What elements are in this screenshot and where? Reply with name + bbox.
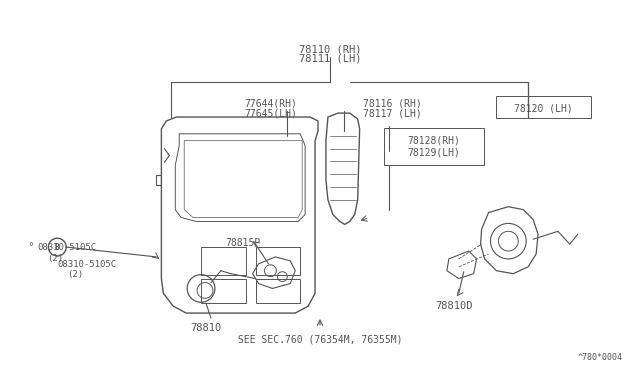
Text: 78120 (LH): 78120 (LH)	[514, 103, 572, 113]
Text: 78110 (RH): 78110 (RH)	[299, 44, 361, 54]
Text: 77645(LH): 77645(LH)	[244, 108, 297, 118]
Text: 78117 (LH): 78117 (LH)	[363, 108, 421, 118]
Bar	[255, 279, 300, 303]
Text: 78111 (LH): 78111 (LH)	[299, 54, 361, 64]
Bar	[201, 279, 246, 303]
Bar	[497, 96, 591, 118]
Text: 78129(LH): 78129(LH)	[408, 148, 460, 157]
Bar	[255, 247, 300, 275]
Text: 78116 (RH): 78116 (RH)	[363, 98, 421, 108]
Bar	[201, 247, 246, 275]
Text: 77644(RH): 77644(RH)	[244, 98, 297, 108]
Text: 08310-5105C: 08310-5105C	[58, 260, 116, 269]
Text: 78810: 78810	[190, 323, 221, 333]
Bar	[385, 128, 484, 165]
Text: 78815P: 78815P	[225, 238, 260, 248]
Text: ^780*0004: ^780*0004	[577, 353, 622, 362]
Text: 08310-5105C: 08310-5105C	[38, 243, 97, 251]
Text: B: B	[55, 243, 60, 251]
Text: °: °	[28, 242, 33, 252]
Text: 78128(RH): 78128(RH)	[408, 136, 460, 146]
Text: (2): (2)	[47, 254, 63, 263]
Text: (2): (2)	[67, 270, 83, 279]
Text: 78810D: 78810D	[435, 301, 472, 311]
Text: SEE SEC.760 (76354M, 76355M): SEE SEC.760 (76354M, 76355M)	[237, 335, 403, 345]
